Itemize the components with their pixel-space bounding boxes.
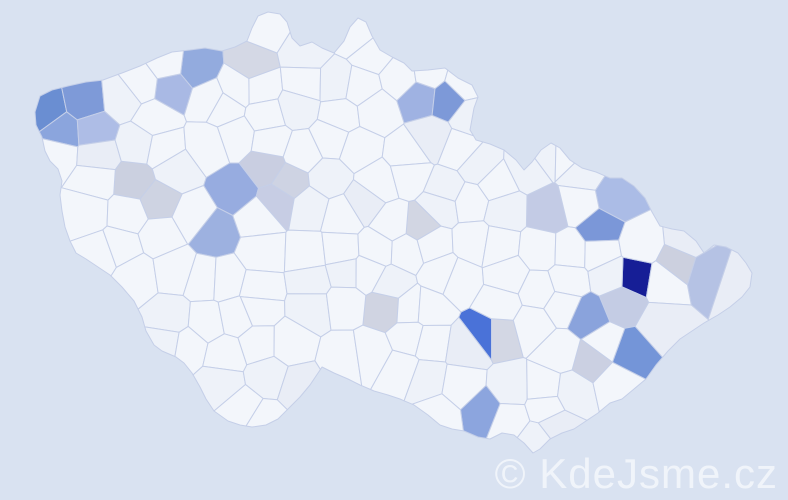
district-cell[interactable] (276, 31, 336, 69)
district-cell[interactable] (580, 321, 626, 363)
district-cell[interactable] (634, 301, 710, 358)
district-cell[interactable] (587, 255, 624, 297)
district-cell[interactable] (325, 286, 367, 331)
district-cell[interactable] (554, 145, 576, 183)
district-cell[interactable] (592, 361, 647, 413)
district-cell[interactable] (76, 139, 122, 171)
district-cell[interactable] (524, 395, 566, 424)
district-cell[interactable] (543, 291, 583, 330)
district-cell[interactable] (245, 398, 288, 428)
district-cell[interactable] (411, 393, 464, 432)
district-cell[interactable] (145, 50, 184, 80)
district-cell[interactable] (662, 226, 718, 258)
district-cell[interactable] (283, 229, 326, 273)
district-cell[interactable] (144, 326, 180, 357)
district-cell[interactable] (183, 121, 231, 178)
district-cell[interactable] (370, 349, 420, 402)
district-cell[interactable] (238, 269, 288, 302)
district-cell[interactable] (503, 149, 554, 196)
